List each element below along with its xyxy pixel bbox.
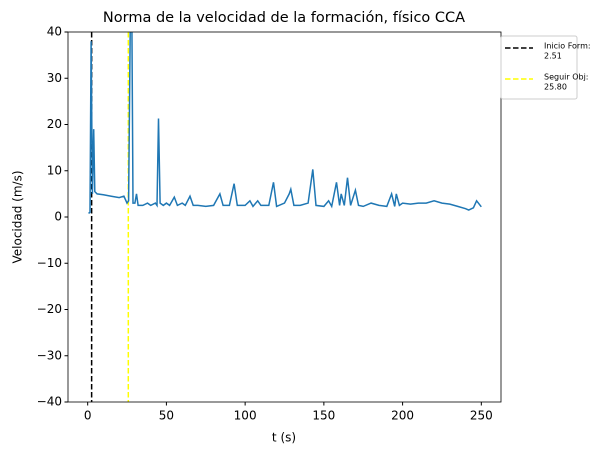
y-tick-label: 40 [47, 25, 62, 39]
y-tick-label: −10 [37, 256, 62, 270]
chart-title: Norma de la velocidad de la formación, f… [103, 10, 465, 26]
y-tick-label: 20 [47, 117, 62, 131]
y-tick-label: −20 [37, 302, 62, 316]
y-tick-label: −40 [37, 395, 62, 409]
data-line [88, 32, 482, 214]
y-tick-label: −30 [37, 348, 62, 362]
legend-value: 25.80 [544, 83, 567, 92]
legend-label: Seguir Obj: [544, 73, 589, 82]
legend-label: Inicio Form: [544, 42, 591, 51]
x-tick-label: 150 [312, 409, 335, 423]
x-axis-label: t (s) [272, 431, 296, 445]
y-tick-label: 10 [47, 163, 62, 177]
x-tick-label: 0 [84, 409, 92, 423]
x-tick-label: 50 [159, 409, 174, 423]
x-tick-label: 100 [234, 409, 257, 423]
y-axis-label: Velocidad (m/s) [11, 170, 25, 263]
y-tick-label: 30 [47, 71, 62, 85]
legend [500, 35, 578, 100]
y-tick-label: 0 [54, 210, 62, 224]
plot-area [88, 32, 482, 402]
x-tick-label: 250 [470, 409, 493, 423]
legend-value: 2.51 [544, 52, 562, 61]
x-tick-label: 200 [391, 409, 414, 423]
